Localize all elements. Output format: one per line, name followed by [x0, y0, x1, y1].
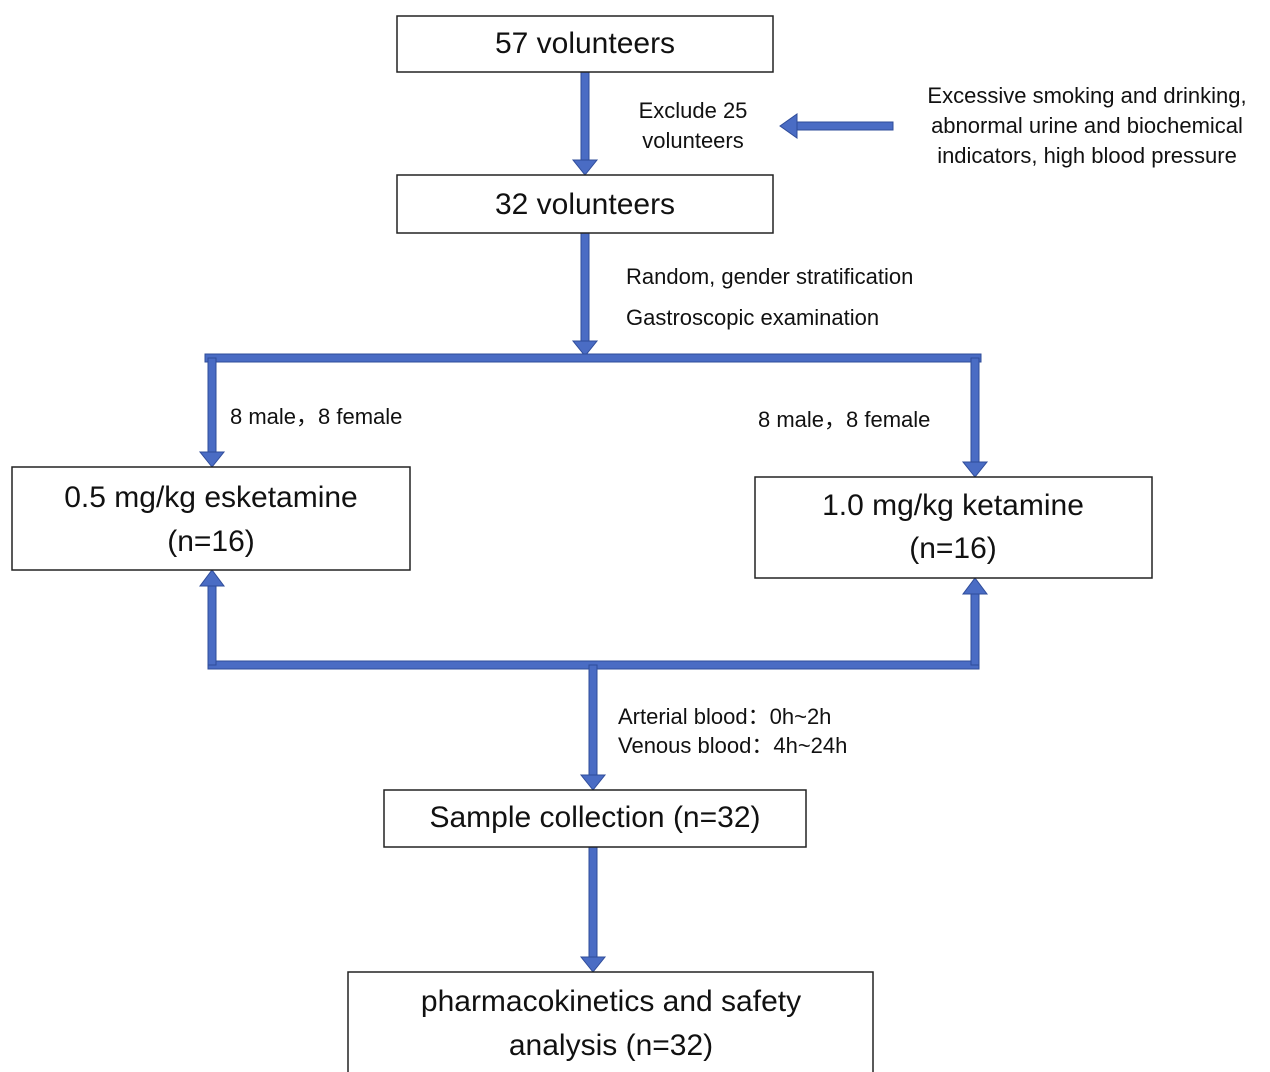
exclusion-reason: abnormal urine and biochemical	[931, 113, 1243, 138]
node-text: 0.5 mg/kg esketamine	[64, 481, 357, 514]
connectors	[198, 71, 989, 973]
node-text: 1.0 mg/kg ketamine	[822, 489, 1084, 522]
node-box	[347, 971, 874, 1072]
edge-label: 8 male，8 female	[230, 404, 402, 429]
node-text: pharmacokinetics and safety	[421, 985, 801, 1018]
node-box	[383, 789, 807, 848]
node-text: (n=16)	[909, 532, 997, 565]
texts: 57 volunteers 32 volunteers 0.5 mg/kg es…	[64, 27, 1246, 1062]
edge-label: volunteers	[642, 128, 744, 153]
node-text: 32 volunteers	[495, 188, 675, 221]
exclusion-reason: indicators, high blood pressure	[937, 143, 1237, 168]
edge-label: Exclude 25	[639, 98, 748, 123]
node-text: Sample collection (n=32)	[429, 801, 760, 834]
edge-label: Random, gender stratification	[626, 264, 913, 289]
node-box	[396, 174, 774, 234]
edge-label: Arterial blood：0h~2h	[618, 704, 831, 729]
exclusion-reason: Excessive smoking and drinking,	[927, 83, 1246, 108]
edge-label: Venous blood：4h~24h	[618, 733, 847, 758]
node-box	[396, 15, 774, 73]
node-text: 57 volunteers	[495, 27, 675, 60]
boxes	[11, 15, 1153, 1072]
edge-label: 8 male，8 female	[758, 407, 930, 432]
node-text: analysis (n=32)	[509, 1029, 713, 1062]
node-box	[11, 466, 411, 571]
edge-label: Gastroscopic examination	[626, 305, 879, 330]
node-box	[754, 476, 1153, 579]
node-text: (n=16)	[167, 525, 255, 558]
